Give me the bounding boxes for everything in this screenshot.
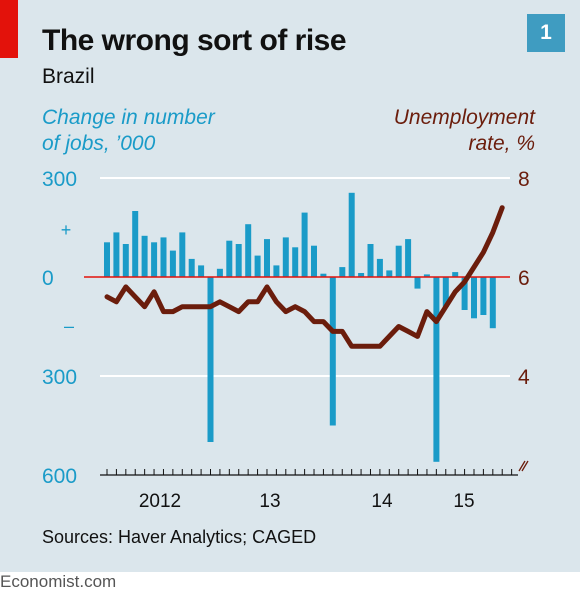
jobs-bar bbox=[471, 277, 477, 319]
right-y-tick-label: 4 bbox=[518, 366, 530, 389]
jobs-bar bbox=[452, 272, 459, 278]
right-axis-title: Unemployment rate, % bbox=[394, 105, 535, 157]
jobs-bar bbox=[188, 258, 195, 278]
left-axis-title: Change in number of jobs, ’000 bbox=[42, 105, 215, 157]
jobs-bar bbox=[198, 265, 205, 277]
jobs-bar bbox=[367, 244, 374, 277]
x-tick-label: 14 bbox=[371, 491, 393, 512]
jobs-bar bbox=[311, 245, 317, 278]
jobs-bar bbox=[245, 224, 252, 277]
x-tick-label: 15 bbox=[453, 491, 474, 512]
jobs-bar bbox=[386, 270, 393, 277]
left-y-tick-label: 300 bbox=[42, 366, 77, 389]
jobs-bar bbox=[169, 250, 176, 277]
left-y-tick-label: 300 bbox=[42, 168, 77, 191]
jobs-bar bbox=[264, 239, 270, 278]
brand-footer: Economist.com bbox=[0, 572, 117, 591]
left-y-tick-label: 600 bbox=[42, 465, 77, 488]
jobs-bar bbox=[113, 232, 120, 277]
jobs-bar bbox=[235, 244, 242, 277]
jobs-bar bbox=[254, 255, 261, 277]
x-tick-label: 13 bbox=[259, 491, 280, 512]
jobs-bar bbox=[132, 211, 139, 277]
plus-marker: + bbox=[61, 220, 72, 240]
jobs-bar bbox=[104, 242, 110, 277]
right-axis-title-line2: rate, % bbox=[468, 132, 535, 155]
jobs-bar bbox=[320, 273, 327, 277]
jobs-bar bbox=[207, 277, 214, 442]
chart-subtitle: Brazil bbox=[42, 65, 95, 88]
jobs-bar bbox=[480, 277, 487, 315]
minus-marker: – bbox=[64, 316, 74, 336]
jobs-bar bbox=[442, 277, 449, 307]
jobs-bar bbox=[461, 277, 468, 310]
jobs-bar bbox=[282, 237, 289, 277]
left-y-tick-label: 0 bbox=[42, 267, 54, 290]
brand-red-tab bbox=[0, 0, 18, 58]
jobs-bar bbox=[339, 267, 346, 277]
jobs-bar bbox=[376, 258, 383, 278]
jobs-bar bbox=[433, 277, 440, 462]
jobs-bar bbox=[395, 245, 402, 278]
jobs-bar bbox=[226, 240, 233, 277]
jobs-bar bbox=[423, 274, 430, 277]
right-axis-title-line1: Unemployment bbox=[393, 106, 535, 129]
x-tick-label: 2012 bbox=[139, 491, 181, 512]
axis-break-marker bbox=[518, 460, 529, 472]
jobs-bar bbox=[160, 237, 167, 277]
jobs-bar bbox=[122, 244, 129, 277]
jobs-bar bbox=[489, 277, 496, 329]
jobs-bar bbox=[405, 239, 412, 278]
right-y-tick-label: 8 bbox=[518, 168, 530, 191]
jobs-bar bbox=[358, 273, 365, 277]
chart-number-badge: 1 bbox=[527, 14, 565, 52]
unemployment-line bbox=[104, 205, 505, 349]
left-axis-title-line1: Change in number bbox=[42, 106, 215, 129]
left-axis-title-line2: of jobs, ’000 bbox=[42, 132, 156, 155]
right-y-tick-label: 6 bbox=[518, 267, 530, 290]
chart-title: The wrong sort of rise bbox=[42, 24, 347, 57]
jobs-bar bbox=[329, 277, 336, 426]
jobs-bar bbox=[151, 242, 158, 277]
jobs-bar bbox=[292, 247, 299, 277]
jobs-bar bbox=[414, 277, 421, 289]
source-note: Sources: Haver Analytics; CAGED bbox=[42, 527, 317, 547]
jobs-bar bbox=[301, 212, 308, 277]
jobs-bar bbox=[179, 232, 186, 277]
jobs-bar bbox=[141, 235, 148, 278]
jobs-bar bbox=[216, 268, 223, 278]
jobs-bar bbox=[348, 192, 355, 277]
jobs-bar bbox=[273, 265, 280, 277]
